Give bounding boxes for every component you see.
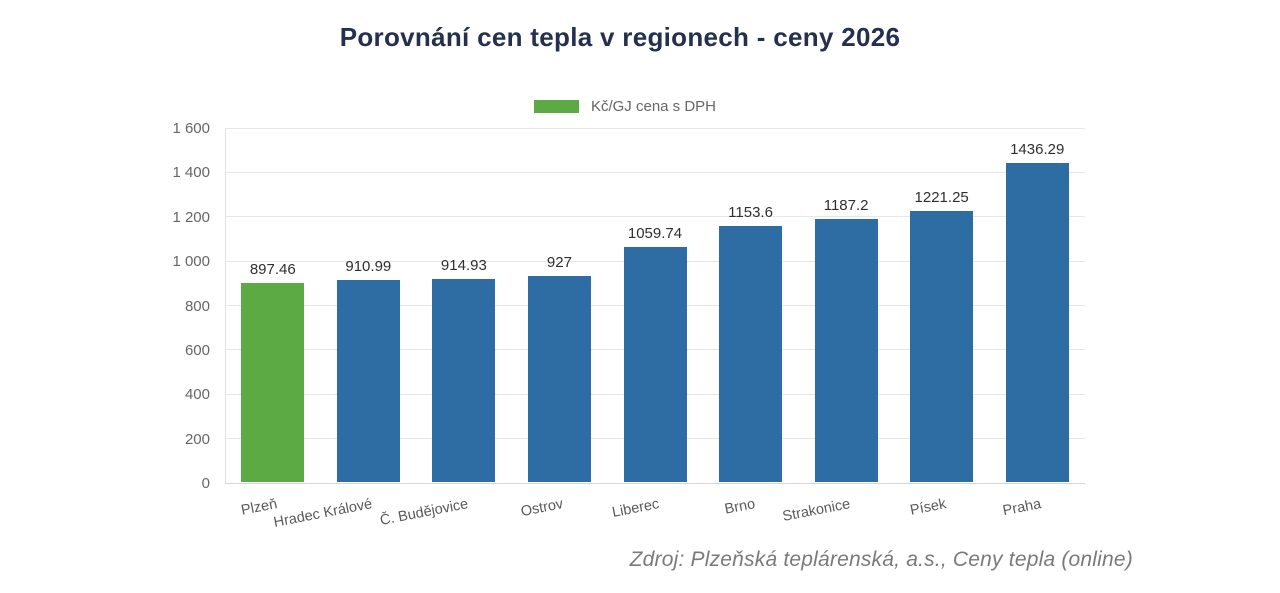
y-axis-tick-label: 0 [201,475,210,492]
y-axis-tick-label: 1 000 [172,253,210,271]
source-note: Zdroj: Plzeňská teplárenská, a.s., Ceny … [629,548,1133,571]
bar-value-label: 897.46 [249,260,296,278]
chart-title: Porovnání cen tepla v regionech - ceny 2… [339,22,901,52]
bar [432,279,496,482]
bar-value-label: 1221.25 [914,189,969,207]
bar-value-label: 914.93 [440,256,487,274]
gridline [225,127,1085,129]
y-axis-tick-label: 1 200 [172,208,210,226]
bar [814,218,878,482]
y-axis-tick-label: 600 [184,341,210,359]
plot-area: 897.46 910.99 914.93 927 1059.74 1153.6 1187.2… [225,127,1085,484]
legend-label: Kč/GJ cena s DPH [590,98,717,115]
legend: Kč/GJ cena s DPH [0,98,1250,115]
y-axis-tick-label: 400 [184,386,210,404]
bar [527,276,591,482]
bar-value-label: 1187.2 [823,196,869,214]
bar [719,226,783,482]
bar-value-label: 1059.74 [627,224,683,242]
y-axis-tick-label: 800 [184,297,210,315]
y-axis-tick-label: 200 [184,430,210,448]
bar [336,279,400,482]
bar [241,282,305,482]
gridline [225,216,1085,218]
bar [623,246,687,482]
bar [910,211,974,482]
bar [1005,163,1069,482]
legend-swatch-icon [533,100,579,113]
x-axis-line [225,483,1085,484]
bar-value-label: 927 [546,254,572,272]
bar-value-label: 1153.6 [728,204,773,222]
bar-value-label: 1436.29 [1010,141,1065,159]
y-axis-tick-label: 1 600 [172,120,210,137]
y-axis-tick-label: 1 400 [172,164,210,182]
bar-value-label: 910.99 [345,257,392,275]
gridline [225,171,1085,173]
